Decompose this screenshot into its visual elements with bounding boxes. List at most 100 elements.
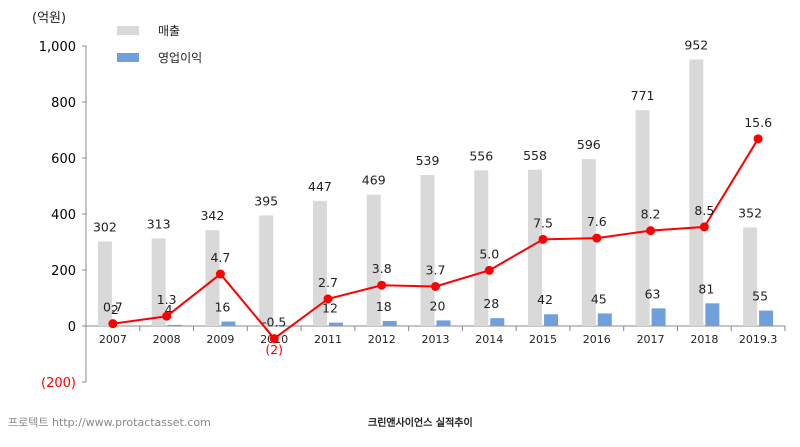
operating-profit-bar [490, 318, 505, 326]
x-tick-label: 2016 [583, 333, 611, 346]
x-tick-label: 2015 [529, 333, 557, 346]
margin-point [646, 226, 656, 236]
operating-profit-bar [113, 325, 128, 326]
sales-bar [474, 170, 489, 326]
sales-data-label: 539 [416, 153, 440, 168]
margin-point [431, 281, 440, 291]
margin-data-label: 3.8 [372, 261, 392, 276]
y-tick-label: (200) [41, 376, 76, 391]
margin-point [162, 311, 172, 321]
margin-data-label: 8.2 [641, 207, 661, 222]
operating-profit-bar [544, 314, 559, 326]
margin-point [377, 280, 387, 290]
legend-swatch-operating-profit [117, 53, 139, 62]
operating-profit-data-label: (2) [265, 342, 283, 357]
x-tick-label: 2013 [422, 333, 450, 346]
x-tick-label: 2008 [153, 333, 181, 346]
sales-data-label: 342 [200, 208, 224, 223]
sales-data-label: 596 [577, 137, 601, 152]
margin-data-label: 7.6 [587, 214, 607, 229]
margin-data-label: 15.6 [744, 115, 772, 130]
sales-bar [312, 200, 327, 326]
sales-data-label: 952 [684, 37, 708, 52]
margin-point [215, 269, 225, 279]
sales-data-label: 558 [523, 148, 547, 163]
margin-point [699, 222, 709, 232]
operating-profit-data-label: 4 [165, 302, 173, 317]
margin-data-label: 3.7 [426, 262, 446, 277]
operating-profit-bar [167, 324, 182, 326]
x-tick-label: 2009 [206, 333, 234, 346]
sales-bar [420, 175, 435, 326]
margin-data-label: 5.0 [479, 246, 499, 261]
margin-point [484, 265, 494, 275]
operating-profit-bar [382, 320, 397, 326]
x-tick-label: 2007 [99, 333, 127, 346]
margin-data-label: -0.5 [262, 315, 286, 330]
margin-point [538, 234, 548, 244]
x-tick-label: 2017 [637, 333, 665, 346]
operating-profit-data-label: 2 [111, 302, 119, 317]
margin-data-label: 8.5 [694, 203, 714, 218]
operating-profit-bar [597, 313, 612, 326]
y-tick-label: 800 [51, 96, 76, 111]
y-tick-label: 0 [68, 320, 76, 335]
sales-data-label: 556 [469, 148, 493, 163]
sales-data-label: 313 [147, 216, 171, 231]
sales-bar [743, 227, 758, 326]
sales-data-label: 395 [254, 193, 278, 208]
sales-data-label: 352 [738, 205, 762, 220]
margin-data-label: 2.7 [318, 275, 338, 290]
operating-profit-bar [705, 303, 720, 326]
operating-profit-bar [651, 308, 666, 326]
y-tick-label: 400 [51, 208, 76, 223]
sales-data-label: 447 [308, 179, 332, 194]
operating-profit-bar [759, 310, 774, 326]
x-tick-label: 2018 [690, 333, 718, 346]
margin-point [592, 233, 602, 243]
x-tick-label: 2019.3 [739, 333, 778, 346]
y-tick-label: 1,000 [39, 40, 76, 55]
x-tick-label: 2014 [475, 333, 503, 346]
sales-bar [689, 59, 704, 326]
sales-bar [259, 215, 274, 326]
margin-data-label: 1.3 [157, 292, 177, 307]
operating-profit-data-label: 16 [214, 300, 230, 315]
operating-profit-data-label: 42 [537, 292, 553, 307]
operating-profit-data-label: 45 [591, 291, 607, 306]
sales-data-label: 771 [631, 88, 655, 103]
x-tick-label: 2011 [314, 333, 342, 346]
operating-profit-bar [221, 321, 236, 326]
operating-profit-data-label: 55 [752, 289, 768, 304]
chart-caption: 크린앤사이언스 실적추이 [368, 418, 473, 429]
legend-label-operating-profit: 영업이익 [158, 51, 202, 65]
y-unit-label: (억원) [32, 11, 66, 26]
margin-point [323, 294, 333, 304]
operating-profit-bar [436, 320, 451, 326]
sales-bar [151, 238, 166, 326]
legend-swatch-sales [117, 26, 139, 35]
sales-bar [528, 169, 543, 326]
legend-label-sales: 매출 [158, 24, 180, 38]
operating-profit-data-label: 63 [645, 286, 661, 301]
source-text: 프로텍트 http://www.protactasset.com [8, 416, 211, 429]
sales-data-label: 469 [362, 173, 386, 188]
operating-profit-bar [275, 326, 290, 327]
margin-data-label: 4.7 [210, 250, 230, 265]
operating-profit-data-label: 81 [698, 281, 714, 296]
y-tick-label: 600 [51, 152, 76, 167]
margin-data-label: 0.7 [103, 300, 123, 315]
sales-bar [635, 110, 650, 327]
operating-profit-bar [328, 322, 343, 326]
sales-data-label: 302 [93, 219, 117, 234]
sales-bar [97, 241, 112, 326]
margin-point [269, 334, 279, 344]
y-tick-label: 200 [51, 264, 76, 279]
operating-profit-data-label: 12 [322, 301, 338, 316]
operating-profit-data-label: 18 [376, 299, 392, 314]
margin-point [108, 319, 118, 329]
operating-profit-data-label: 28 [483, 296, 499, 311]
operating-profit-data-label: 20 [430, 298, 446, 313]
sales-bar [205, 230, 220, 326]
